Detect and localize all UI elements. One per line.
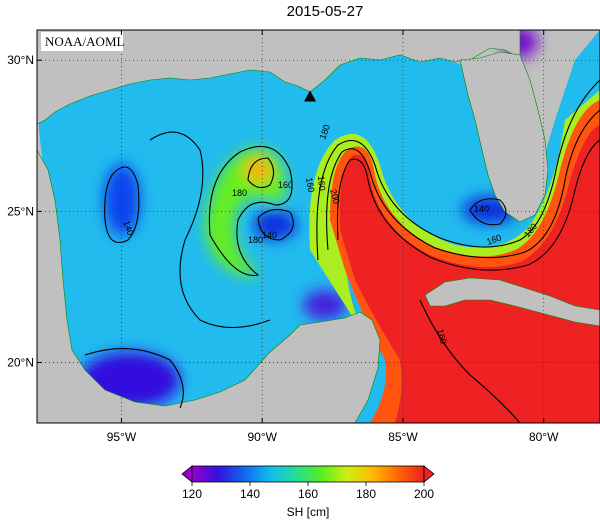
contour-label: 180 bbox=[232, 188, 247, 198]
lon-tick-label: 95°W bbox=[107, 430, 137, 444]
contour-label: 180 bbox=[248, 235, 263, 245]
blob-yucatan-low bbox=[303, 290, 347, 320]
latitude-axis: 30°N 25°N 20°N bbox=[7, 53, 42, 370]
colorbar-tick-label: 200 bbox=[414, 487, 434, 501]
contour-label: 140 bbox=[474, 204, 489, 214]
florida-peninsula bbox=[459, 51, 549, 223]
land bbox=[37, 30, 600, 423]
contour-160-ring bbox=[208, 145, 293, 277]
contour-140-west bbox=[104, 166, 140, 244]
contour-label: 200 bbox=[328, 188, 342, 205]
contour-200-loop bbox=[336, 139, 600, 271]
contour-180-loop bbox=[326, 109, 600, 259]
contour-label: 160 bbox=[304, 177, 316, 194]
colorbar: 120 140 160 180 200 SH [cm] bbox=[181, 465, 435, 519]
contour-180-ring bbox=[247, 157, 275, 189]
lon-tick-label: 80°W bbox=[529, 430, 559, 444]
colorbar-low-arrow bbox=[181, 465, 193, 483]
credit-box bbox=[41, 32, 123, 51]
blob-warm-ring bbox=[205, 148, 286, 277]
contour-140-florida bbox=[469, 198, 507, 226]
lon-tick-label: 85°W bbox=[388, 430, 418, 444]
colorbar-scale bbox=[191, 465, 425, 483]
mexico bbox=[37, 149, 381, 423]
lat-tick-label: 25°N bbox=[7, 204, 34, 218]
blob-center-low bbox=[253, 210, 297, 240]
colorbar-label: SH [cm] bbox=[287, 505, 330, 519]
contour-160-west bbox=[149, 131, 271, 328]
map-area: 140 160 180 180 160 140 180 160 200 160 … bbox=[37, 30, 600, 423]
contour-lines bbox=[84, 79, 600, 423]
loop-current-core bbox=[339, 125, 600, 423]
colorbar-tick-label: 140 bbox=[240, 487, 260, 501]
contour-label: 140 bbox=[262, 230, 277, 240]
sea-height-field bbox=[37, 30, 600, 423]
colorbar-ticks: 120 140 160 180 200 bbox=[182, 482, 434, 501]
lat-tick-label: 30°N bbox=[7, 53, 34, 67]
colorbar-tick-label: 120 bbox=[182, 487, 202, 501]
station-marker bbox=[304, 90, 317, 102]
contour-160-east bbox=[419, 299, 521, 423]
contour-labels: 140 160 180 180 160 140 180 160 200 160 … bbox=[121, 123, 539, 345]
contour-label: 180 bbox=[317, 123, 332, 141]
colorbar-tick-label: 160 bbox=[298, 487, 318, 501]
blob-west-eddy bbox=[104, 164, 140, 236]
contour-140-south bbox=[84, 348, 184, 409]
map-frame bbox=[36, 29, 600, 424]
lat-tick-label: 20°N bbox=[7, 356, 34, 370]
contour-label: 160 bbox=[316, 175, 327, 191]
contour-label: 160 bbox=[278, 180, 293, 190]
contour-label: 160 bbox=[435, 328, 449, 345]
graticule bbox=[37, 30, 600, 423]
contour-140-center bbox=[257, 209, 294, 241]
map-title: 2015-05-27 bbox=[287, 3, 364, 20]
blob-warm-ring-core bbox=[244, 158, 272, 182]
colorbar-high-arrow bbox=[423, 465, 435, 483]
cuba bbox=[424, 277, 600, 327]
contour-label: 140 bbox=[121, 219, 136, 237]
lon-tick-label: 90°W bbox=[247, 430, 277, 444]
colorbar-tick-label: 180 bbox=[356, 487, 376, 501]
credit-label: NOAA/AOML bbox=[45, 34, 125, 49]
contour-160-loop bbox=[316, 79, 600, 261]
contour-label: 160 bbox=[485, 232, 503, 247]
longitude-axis: 95°W 90°W 85°W 80°W bbox=[107, 30, 559, 444]
